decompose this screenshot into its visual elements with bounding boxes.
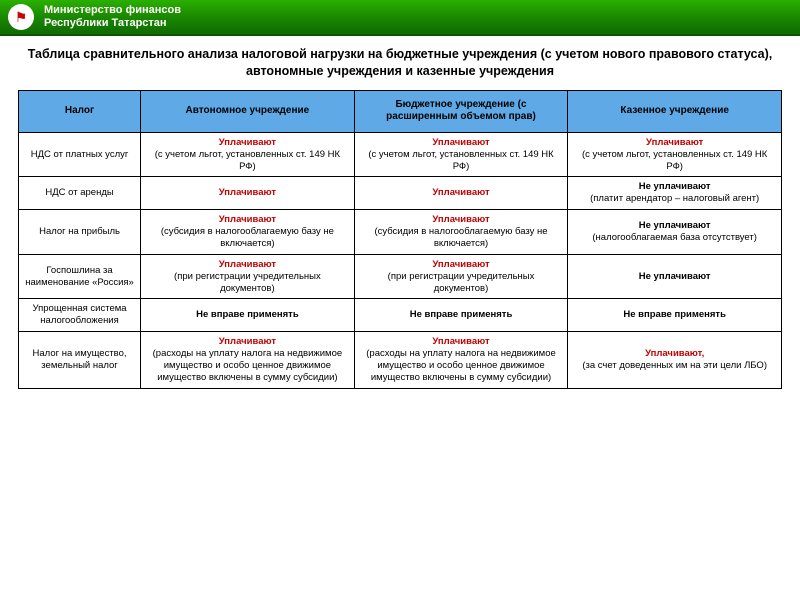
status-text: Не вправе применять bbox=[146, 309, 349, 321]
status-cell: Не уплачивают(платит арендатор – налогов… bbox=[568, 177, 782, 210]
status-text: Не уплачивают bbox=[573, 271, 776, 283]
status-text: Не вправе применять bbox=[360, 309, 563, 321]
status-cell: Уплачивают(расходы на уплату налога на н… bbox=[141, 332, 355, 389]
comparison-table: Налог Автономное учреждение Бюджетное уч… bbox=[18, 90, 782, 389]
status-cell: Уплачивают(с учетом льгот, установленных… bbox=[568, 132, 782, 177]
status-cell: Уплачивают(с учетом льгот, установленных… bbox=[354, 132, 568, 177]
top-bar: ⚑ Министерство финансов Республики Татар… bbox=[0, 0, 800, 36]
status-text: Уплачивают bbox=[360, 137, 563, 149]
status-note: (платит арендатор – налоговый агент) bbox=[573, 193, 776, 205]
col-auto: Автономное учреждение bbox=[141, 90, 355, 132]
page-title: Таблица сравнительного анализа налоговой… bbox=[18, 46, 782, 80]
status-note: (налогооблагаемая база отсутствует) bbox=[573, 232, 776, 244]
status-text: Уплачивают bbox=[146, 137, 349, 149]
col-kaz: Казенное учреждение bbox=[568, 90, 782, 132]
status-cell: Не уплачивают(налогооблагаемая база отсу… bbox=[568, 210, 782, 255]
status-text: Уплачивают bbox=[146, 214, 349, 226]
ministry-title: Министерство финансов Республики Татарст… bbox=[44, 4, 181, 30]
status-note: (расходы на уплату налога на недвижимое … bbox=[360, 348, 563, 384]
status-text: Не уплачивают bbox=[573, 181, 776, 193]
status-text: Уплачивают bbox=[146, 336, 349, 348]
status-cell: Не вправе применять bbox=[141, 299, 355, 332]
tax-name-cell: Упрощенная система налогообложения bbox=[19, 299, 141, 332]
col-budg: Бюджетное учреждение (с расширенным объе… bbox=[354, 90, 568, 132]
status-note: (с учетом льгот, установленных ст. 149 Н… bbox=[573, 149, 776, 173]
status-text: Уплачивают bbox=[360, 187, 563, 199]
status-cell: Не уплачивают bbox=[568, 254, 782, 299]
status-cell: Уплачивают(субсидия в налогооблагаемую б… bbox=[141, 210, 355, 255]
status-cell: Уплачивают(при регистрации учредительных… bbox=[354, 254, 568, 299]
status-cell: Не вправе применять bbox=[354, 299, 568, 332]
tax-name-cell: Госпошлина за наименование «Россия» bbox=[19, 254, 141, 299]
status-text: Уплачивают bbox=[146, 187, 349, 199]
status-note: (с учетом льгот, установленных ст. 149 Н… bbox=[146, 149, 349, 173]
tax-name-cell: Налог на прибыль bbox=[19, 210, 141, 255]
status-note: (субсидия в налогооблагаемую базу не вкл… bbox=[146, 226, 349, 250]
table-row: Госпошлина за наименование «Россия»Уплач… bbox=[19, 254, 782, 299]
status-text: Уплачивают bbox=[360, 259, 563, 271]
status-note: (за счет доведенных им на эти цели ЛБО) bbox=[573, 360, 776, 372]
ministry-line2: Республики Татарстан bbox=[44, 17, 181, 30]
tax-name-cell: Налог на имущество, земельный налог bbox=[19, 332, 141, 389]
content-area: Таблица сравнительного анализа налоговой… bbox=[0, 36, 800, 399]
status-cell: Не вправе применять bbox=[568, 299, 782, 332]
table-row: Налог на имущество, земельный налогУплач… bbox=[19, 332, 782, 389]
status-note: (при регистрации учредительных документо… bbox=[360, 271, 563, 295]
ministry-line1: Министерство финансов bbox=[44, 4, 181, 17]
status-cell: Уплачивают(расходы на уплату налога на н… bbox=[354, 332, 568, 389]
status-text: Не уплачивают bbox=[573, 220, 776, 232]
tax-name-cell: НДС от платных услуг bbox=[19, 132, 141, 177]
status-note: (с учетом льгот, установленных ст. 149 Н… bbox=[360, 149, 563, 173]
status-cell: Уплачивают bbox=[354, 177, 568, 210]
status-text: Уплачивают, bbox=[573, 348, 776, 360]
table-header-row: Налог Автономное учреждение Бюджетное уч… bbox=[19, 90, 782, 132]
status-text: Не вправе применять bbox=[573, 309, 776, 321]
table-row: Налог на прибыльУплачивают(субсидия в на… bbox=[19, 210, 782, 255]
status-cell: Уплачивают(субсидия в налогооблагаемую б… bbox=[354, 210, 568, 255]
status-cell: Уплачивают,(за счет доведенных им на эти… bbox=[568, 332, 782, 389]
status-cell: Уплачивают(при регистрации учредительных… bbox=[141, 254, 355, 299]
col-tax: Налог bbox=[19, 90, 141, 132]
status-text: Уплачивают bbox=[360, 336, 563, 348]
table-row: Упрощенная система налогообложения Не впр… bbox=[19, 299, 782, 332]
status-text: Уплачивают bbox=[360, 214, 563, 226]
emblem-icon: ⚑ bbox=[8, 4, 34, 30]
status-cell: Уплачивают bbox=[141, 177, 355, 210]
table-row: НДС от аренды Уплачивают Уплачивают Не упла… bbox=[19, 177, 782, 210]
status-text: Уплачивают bbox=[573, 137, 776, 149]
status-note: (при регистрации учредительных документо… bbox=[146, 271, 349, 295]
status-note: (субсидия в налогооблагаемую базу не вкл… bbox=[360, 226, 563, 250]
status-note: (расходы на уплату налога на недвижимое … bbox=[146, 348, 349, 384]
status-text: Уплачивают bbox=[146, 259, 349, 271]
status-cell: Уплачивают(с учетом льгот, установленных… bbox=[141, 132, 355, 177]
tax-name-cell: НДС от аренды bbox=[19, 177, 141, 210]
table-row: НДС от платных услугУплачивают(с учетом … bbox=[19, 132, 782, 177]
